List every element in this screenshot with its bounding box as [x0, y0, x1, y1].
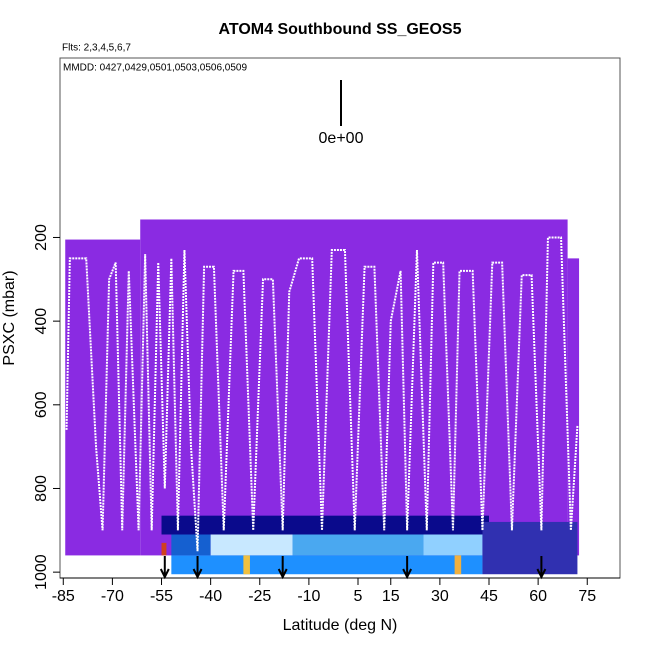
y-tick-label: 200 — [33, 224, 50, 251]
x-tick-label: -10 — [297, 588, 320, 605]
curtain-cell — [482, 521, 578, 575]
y-tick-label: 1000 — [33, 554, 50, 590]
x-tick-label: -40 — [199, 588, 222, 605]
x-axis-label: Latitude (deg N) — [283, 617, 398, 634]
y-tick-label: 600 — [33, 391, 50, 418]
arrow — [159, 556, 170, 580]
x-tick-label: 75 — [578, 588, 596, 605]
arrow — [277, 556, 288, 580]
flight-track — [65, 236, 579, 552]
y-axis-label: PSXC (mbar) — [1, 270, 18, 365]
arrow — [536, 556, 547, 580]
curtain-cell — [567, 258, 580, 556]
x-tick-label: 30 — [431, 588, 449, 605]
curtain-cell — [161, 542, 167, 556]
annotation: Flts: 2,3,4,5,6,7 — [62, 43, 131, 54]
x-tick-label: 15 — [382, 588, 400, 605]
curtain-cell — [171, 555, 483, 575]
x-tick-label: 5 — [354, 588, 363, 605]
arrow — [192, 556, 203, 580]
curtain-cell — [243, 555, 250, 575]
curtain-cell — [140, 219, 568, 556]
chart-title: ATOM4 Southbound SS_GEOS5 — [219, 21, 462, 38]
x-tick-label: -55 — [150, 588, 173, 605]
x-tick-label: -70 — [101, 588, 124, 605]
x-tick-label: 60 — [529, 588, 547, 605]
y-tick-label: 800 — [33, 475, 50, 502]
curtain-cell — [423, 534, 483, 556]
x-tick-label: -85 — [52, 588, 75, 605]
curtain-cell — [454, 555, 462, 575]
curtain-cell — [171, 534, 211, 556]
x-tick-label: 45 — [480, 588, 498, 605]
y-tick-label: 400 — [33, 308, 50, 335]
annotation: MMDD: 0427,0429,0501,0503,0506,0509 — [63, 63, 247, 74]
plot-area — [65, 219, 580, 575]
curtain-cell — [210, 534, 293, 556]
curtain-cell — [161, 515, 490, 535]
colorbar-label: 0e+00 — [319, 130, 364, 147]
x-tick-label: -25 — [248, 588, 271, 605]
curtain-cell — [292, 534, 424, 556]
arrow — [402, 556, 413, 580]
